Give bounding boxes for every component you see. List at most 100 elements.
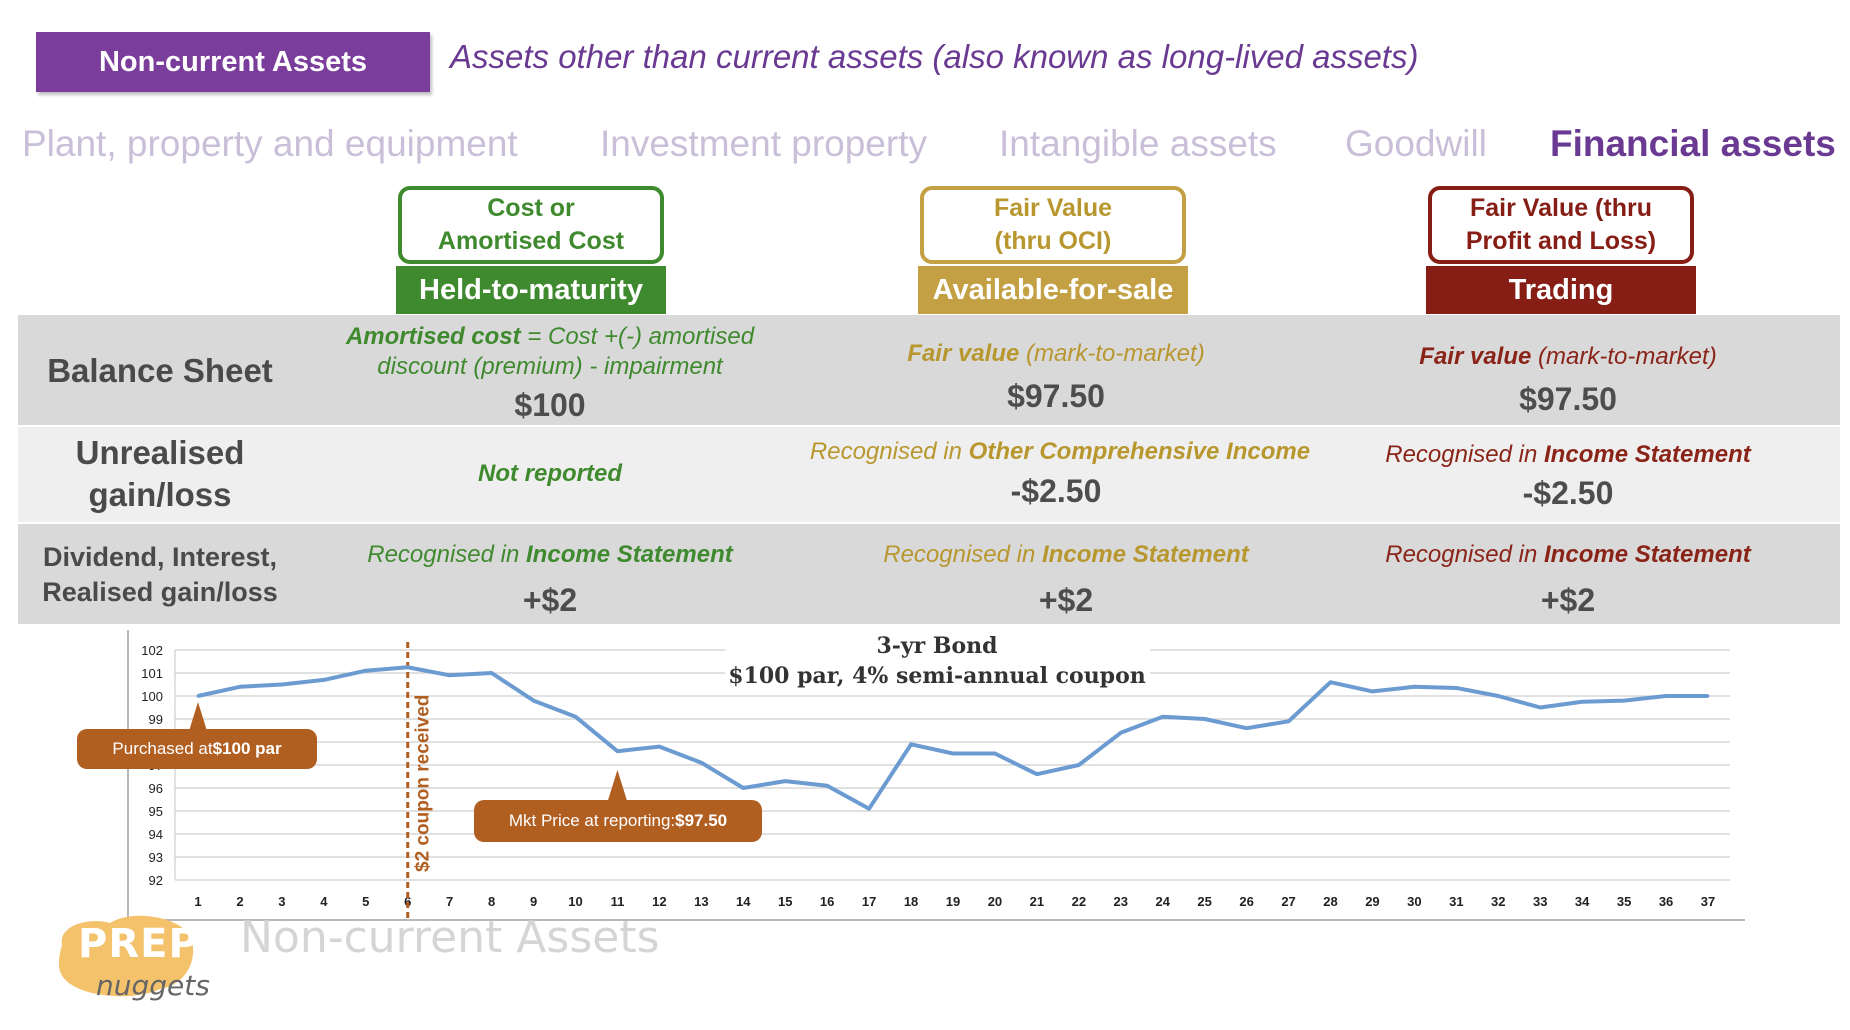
price-point <box>1706 694 1710 698</box>
bs-htm-bold: Amortised cost <box>345 323 521 350</box>
dv-trading-prefix: Recognised in <box>1385 541 1545 568</box>
logo-nuggets-text: nuggets <box>96 969 210 1002</box>
price-point <box>1287 719 1291 723</box>
x-tick-label: 25 <box>1197 894 1211 909</box>
section-title-badge: Non-current Assets <box>36 32 430 92</box>
bs-htm-description: Amortised cost = Cost +(-) amortised dis… <box>300 322 800 382</box>
ur-htm-text: Not reported <box>478 460 622 487</box>
row-band-unrealised <box>18 427 1840 522</box>
category-goodwill: Goodwill <box>1345 123 1487 164</box>
chart-points <box>196 665 1710 811</box>
price-point <box>1496 694 1500 698</box>
category-name-trading: Trading <box>1508 273 1614 306</box>
category-name-afs: Available-for-sale <box>932 273 1174 306</box>
price-point <box>1035 772 1039 776</box>
price-point <box>490 671 494 675</box>
price-point <box>1622 699 1626 703</box>
category-financial-assets: Financial assets <box>1550 123 1836 164</box>
x-tick-label: 16 <box>820 894 834 909</box>
x-tick-label: 23 <box>1114 894 1128 909</box>
price-point <box>280 683 284 686</box>
price-point <box>993 752 997 755</box>
row-label-unrealised-line1: Unrealised <box>75 434 245 471</box>
reporting-callout-text: Mkt Price at reporting: <box>508 811 676 830</box>
ur-afs-prefix: Recognised in <box>809 438 969 465</box>
dv-htm-bold: Income Statement <box>526 541 733 568</box>
bs-trading-text: (mark-to-market) <box>1531 343 1717 370</box>
x-tick-label: 19 <box>946 894 960 909</box>
bs-trading-bold: Fair value <box>1419 343 1532 370</box>
row-band-balance-sheet <box>18 315 1840 425</box>
purchase-callout-text: Purchased at <box>112 739 213 758</box>
y-tick-label: 102 <box>141 643 163 658</box>
purchase-callout: Purchased at $100 par <box>77 729 317 769</box>
x-tick-label: 12 <box>652 894 666 909</box>
ur-trading-description: Recognised in Income Statement <box>1312 441 1824 469</box>
bs-afs-bold: Fair value <box>907 340 1020 367</box>
category-ppe: Plant, property and equipment <box>22 123 518 164</box>
price-point <box>699 761 703 765</box>
row-label-dividend: Dividend, Interest, Realised gain/loss <box>18 540 302 610</box>
price-point <box>951 752 955 755</box>
x-tick-label: 36 <box>1659 894 1673 909</box>
price-point <box>1580 700 1584 704</box>
section-description: Assets other than current assets (also k… <box>450 38 1419 75</box>
price-point <box>1664 694 1668 698</box>
price-point <box>322 678 326 682</box>
ur-trading-bold: Income Statement <box>1544 441 1751 468</box>
x-tick-label: 22 <box>1072 894 1086 909</box>
price-point <box>1538 706 1542 709</box>
category-intangible-assets: Intangible assets <box>999 123 1277 164</box>
price-point <box>867 807 871 811</box>
x-tick-label: 32 <box>1491 894 1505 909</box>
dv-trading-amount: +$2 <box>1540 582 1596 618</box>
x-tick-label: 30 <box>1407 894 1421 909</box>
x-tick-label: 11 <box>611 894 625 909</box>
y-tick-label: 101 <box>141 666 163 681</box>
ur-trading-prefix: Recognised in <box>1385 441 1545 468</box>
ur-afs-description: Recognised in Other Comprehensive Income <box>780 438 1340 466</box>
x-tick-label: 28 <box>1323 894 1337 909</box>
x-tick-label: 26 <box>1239 894 1253 909</box>
x-tick-label: 5 <box>362 894 369 909</box>
dv-trading-bold: Income Statement <box>1544 541 1751 568</box>
x-tick-label: 8 <box>488 894 495 909</box>
price-point <box>532 699 536 703</box>
category-investment-property: Investment property <box>600 123 927 164</box>
x-tick-label: 37 <box>1701 894 1715 909</box>
purchase-callout-pointer <box>189 702 207 731</box>
x-tick-label: 20 <box>988 894 1002 909</box>
dv-trading-description: Recognised in Income Statement <box>1312 541 1824 569</box>
x-tick-label: 6 <box>404 894 411 909</box>
price-point <box>909 742 913 746</box>
price-point <box>364 669 368 673</box>
category-name-htm: Held-to-maturity <box>419 273 643 306</box>
price-point <box>657 745 661 749</box>
row-label-unrealised: Unrealised gain/loss <box>18 432 302 516</box>
y-tick-label: 95 <box>149 804 163 819</box>
bs-htm-text1: = Cost +(-) amortised <box>520 323 755 350</box>
reporting-callout-pointer <box>607 770 628 802</box>
price-point <box>574 715 577 719</box>
price-point <box>1370 689 1374 693</box>
price-point <box>1245 726 1249 730</box>
price-point <box>1203 717 1207 721</box>
x-tick-label: 29 <box>1365 894 1379 909</box>
x-tick-label: 31 <box>1449 894 1463 909</box>
price-point <box>196 694 200 698</box>
bs-trading-description: Fair value (mark-to-market) <box>1312 343 1824 371</box>
logo-prep-text: PREP <box>78 921 199 967</box>
x-tick-label: 3 <box>278 894 285 909</box>
footer-watermark: Non-current Assets <box>240 912 660 963</box>
bond-price-chart: 9293949596979899100101102 12345678910111… <box>127 630 1745 921</box>
x-tick-label: 33 <box>1533 894 1547 909</box>
ur-afs-bold: Other Comprehensive Income <box>968 438 1311 465</box>
x-tick-label: 2 <box>236 894 243 909</box>
coupon-marker-label: $2 coupon received <box>413 695 434 872</box>
reporting-callout-bold: $97.50 <box>675 811 728 830</box>
bs-htm-amount: $100 <box>514 387 586 423</box>
x-tick-label: 13 <box>694 894 708 909</box>
ur-afs-amount: -$2.50 <box>1010 473 1102 509</box>
bs-htm-text2: discount (premium) - impairment <box>377 353 723 380</box>
chart-title-background <box>725 630 1150 692</box>
